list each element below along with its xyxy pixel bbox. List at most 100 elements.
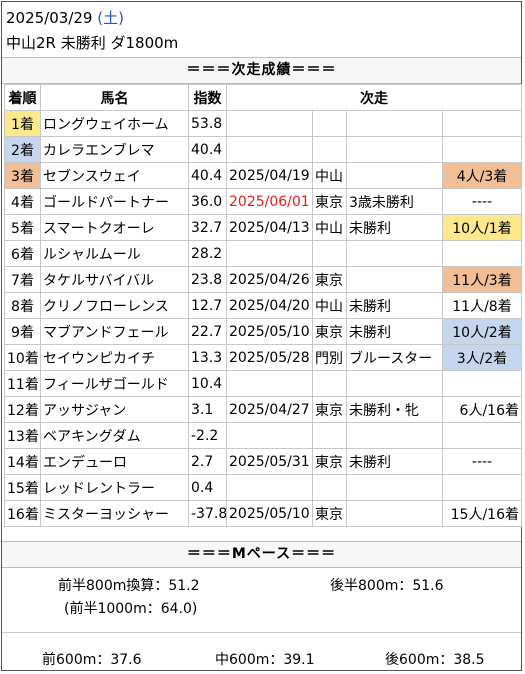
next-date-cell [226, 240, 313, 267]
table-row: 16着 ミスターヨッシャー -37.8 2025/05/10 東京 15人/16着 [4, 500, 522, 527]
next-result-cell [442, 474, 522, 501]
next-date-cell: 2025/05/28 [226, 344, 313, 371]
next-venue-cell: 東京 [312, 318, 347, 345]
next-venue-cell: 東京 [312, 396, 347, 423]
table-row: 9着 マブアンドフェール 22.7 2025/05/10 東京 未勝利 10人/2着 [4, 318, 522, 345]
next-venue-cell [312, 370, 347, 397]
next-date-cell [226, 422, 313, 449]
next-class-cell: 3歳未勝利 [346, 188, 443, 215]
next-class-cell [346, 136, 443, 163]
next-class-cell [346, 370, 443, 397]
next-result-cell: 6人/16着 [442, 396, 522, 423]
rank-cell: 5着 [4, 214, 41, 241]
table-row: 12着 アッサジャン 3.1 2025/04/27 東京 未勝利・牝 6人/16着 [4, 396, 522, 423]
next-result-cell: 3人/2着 [442, 344, 522, 371]
index-cell: 10.4 [188, 370, 227, 397]
table-row: 13着 ベアキングダム -2.2 [4, 422, 522, 449]
next-class-cell [346, 110, 443, 137]
index-cell: 13.3 [188, 344, 227, 371]
next-result-cell: 10人/1着 [442, 214, 522, 241]
next-venue-cell [312, 422, 347, 449]
race-date-line: 2025/03/29 (土) [2, 7, 124, 29]
horse-name-cell: スマートクオーレ [40, 214, 189, 241]
rank-cell: 3着 [4, 162, 41, 189]
table-row: 14着 エンデューロ 2.7 2025/05/31 東京 未勝利 ---- [4, 448, 522, 475]
rank-cell: 11着 [4, 370, 41, 397]
next-class-cell [346, 240, 443, 267]
next-result-cell [442, 136, 522, 163]
rank-cell: 10着 [4, 344, 41, 371]
race-weekday: (土) [97, 9, 124, 27]
horse-name-cell: レッドレントラー [40, 474, 189, 501]
next-date-cell [226, 370, 313, 397]
table-row: 7着 タケルサバイバル 23.8 2025/04/26 東京 11人/3着 [4, 266, 522, 293]
index-cell: 28.2 [188, 240, 227, 267]
last-800m-pace: 後半800m：51.6 [330, 578, 444, 594]
pace-divider [2, 632, 521, 633]
next-date-cell: 2025/04/19 [226, 162, 313, 189]
horse-name-cell: セブンスウェイ [40, 162, 189, 189]
pace-title: ＝＝＝Mペース＝＝＝ [2, 541, 521, 568]
race-info: 中山2R 未勝利 ダ1800m [6, 34, 179, 52]
next-date-cell [226, 110, 313, 137]
rank-cell: 14着 [4, 448, 41, 475]
horse-name-cell: マブアンドフェール [40, 318, 189, 345]
table-row: 3着 セブンスウェイ 40.4 2025/04/19 中山 4人/3着 [4, 162, 522, 189]
table-header-row: 着順 馬名 指数 次走 [4, 84, 522, 111]
col-name-header: 馬名 [40, 84, 189, 111]
horse-name-cell: エンデューロ [40, 448, 189, 475]
next-class-cell: 未勝利 [346, 448, 443, 475]
index-cell: -37.8 [188, 500, 227, 527]
table-row: 10着 セイウンピカイチ 13.3 2025/05/28 門別 ブルースター 3人/2着 [4, 344, 522, 371]
table-row: 2着 カレラエンブレマ 40.4 [4, 136, 522, 163]
col-index-header: 指数 [188, 84, 227, 111]
index-cell: -2.2 [188, 422, 227, 449]
horse-name-cell: セイウンピカイチ [40, 344, 189, 371]
next-venue-cell: 門別 [312, 344, 347, 371]
index-cell: 40.4 [188, 162, 227, 189]
next-class-cell [346, 162, 443, 189]
rank-cell: 6着 [4, 240, 41, 267]
next-result-cell [442, 422, 522, 449]
next-venue-cell: 東京 [312, 266, 347, 293]
rank-cell: 13着 [4, 422, 41, 449]
next-result-cell: 4人/3着 [442, 162, 522, 189]
rank-cell: 4着 [4, 188, 41, 215]
horse-name-cell: カレラエンブレマ [40, 136, 189, 163]
rank-cell: 1着 [4, 110, 41, 137]
next-result-cell [442, 240, 522, 267]
index-cell: 36.0 [188, 188, 227, 215]
next-venue-cell [312, 474, 347, 501]
horse-name-cell: タケルサバイバル [40, 266, 189, 293]
next-result-cell [442, 370, 522, 397]
next-result-cell: ---- [442, 448, 522, 475]
horse-name-cell: ゴールドパートナー [40, 188, 189, 215]
horse-name-cell: ベアキングダム [40, 422, 189, 449]
next-class-cell: ブルースター [346, 344, 443, 371]
rank-cell: 15着 [4, 474, 41, 501]
next-result-cell: 15人/16着 [442, 500, 522, 527]
index-cell: 53.8 [188, 110, 227, 137]
index-cell: 23.8 [188, 266, 227, 293]
rank-cell: 7着 [4, 266, 41, 293]
next-class-cell [346, 422, 443, 449]
table-row: 8着 クリノフローレンス 12.7 2025/04/20 中山 未勝利 11人/8着 [4, 292, 522, 319]
next-venue-cell: 中山 [312, 214, 347, 241]
next-date-cell: 2025/04/13 [226, 214, 313, 241]
next-class-cell [346, 500, 443, 527]
next-date-cell: 2025/05/10 [226, 500, 313, 527]
index-cell: 32.7 [188, 214, 227, 241]
rank-cell: 16着 [4, 500, 41, 527]
table-row: 4着 ゴールドパートナー 36.0 2025/06/01 東京 3歳未勝利 ---- [4, 188, 522, 215]
table-row: 6着 ルシャルムール 28.2 [4, 240, 522, 267]
index-cell: 0.4 [188, 474, 227, 501]
next-result-cell: 10人/2着 [442, 318, 522, 345]
next-result-cell [442, 110, 522, 137]
first-1000m-pace: (前半1000m：64.0) [64, 601, 198, 617]
next-venue-cell: 東京 [312, 500, 347, 527]
table-row: 15着 レッドレントラー 0.4 [4, 474, 522, 501]
next-date-cell: 2025/05/10 [226, 318, 313, 345]
next-class-cell [346, 474, 443, 501]
next-venue-cell [312, 136, 347, 163]
